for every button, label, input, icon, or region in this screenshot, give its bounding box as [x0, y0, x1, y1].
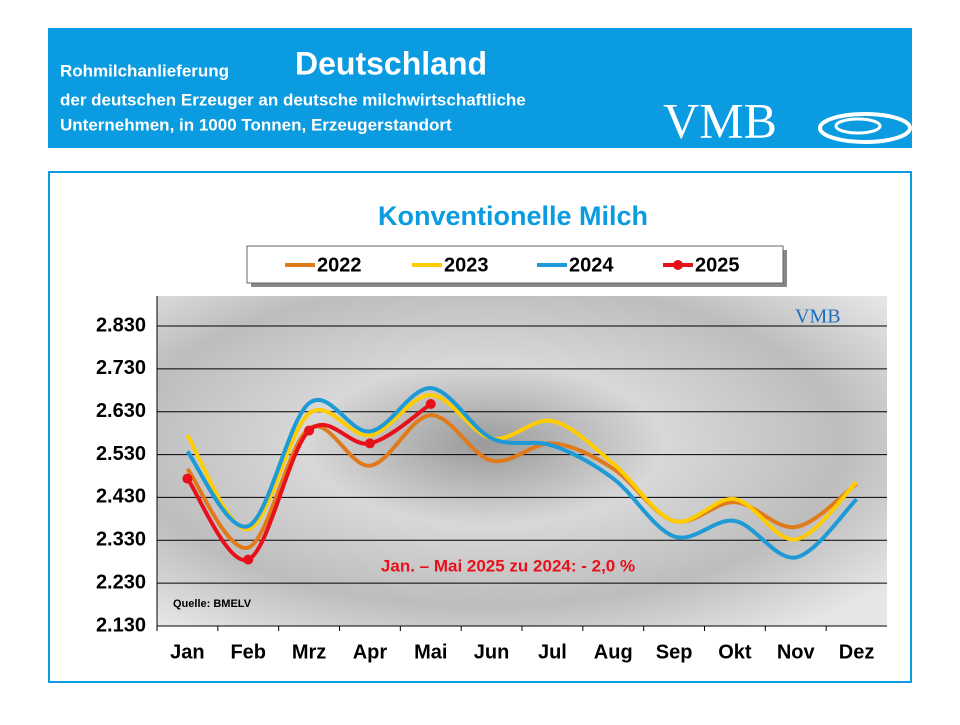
y-tick-label: 2.630	[96, 400, 146, 422]
x-tick-label: Aug	[594, 641, 633, 663]
legend	[246, 245, 784, 284]
plot: 2.130 2.230 2.330 2.430 2.530 2.630 2.730 2.830…	[96, 254, 887, 663]
y-tick-label: 2.330	[96, 529, 146, 551]
x-tick-label: Okt	[718, 641, 752, 663]
header-prefix: Rohmilchanlieferung	[60, 61, 229, 80]
header-subtitle: der deutschen Erzeuger an deutsche milch…	[60, 90, 526, 109]
series-line	[185, 386, 859, 560]
chart-title: Konventionelle Milch	[378, 201, 648, 231]
y-tick-label: 2.430	[96, 486, 146, 508]
point	[364, 438, 375, 449]
legend-label: 2025	[695, 254, 740, 276]
plot-logo: VMB	[795, 306, 841, 328]
x-tick-label: Apr	[353, 641, 388, 663]
point	[182, 473, 193, 484]
logo-swirl	[834, 117, 882, 135]
series-line	[185, 392, 859, 542]
y-tick-label: 2.230	[96, 571, 146, 593]
plot-background	[157, 296, 887, 626]
point	[243, 554, 254, 565]
x-tick-label: Mai	[414, 641, 447, 663]
y-tick-label: 2.730	[96, 357, 146, 379]
legend-label: 2024	[569, 254, 614, 276]
annotation: Jan. – Mai 2025 zu 2024: - 2,0 %	[381, 556, 635, 575]
header-title: Deutschland	[295, 45, 487, 81]
x-tick-label: Sep	[656, 641, 693, 663]
y-tick-label: 2.530	[96, 443, 146, 465]
y-tick-label: 2.130	[96, 614, 146, 636]
x-tick-label: Feb	[230, 641, 266, 663]
header-band	[48, 28, 912, 148]
logo: VMB	[663, 92, 777, 148]
legend-label: 2023	[444, 254, 489, 276]
legend-marker	[673, 260, 683, 270]
x-tick-label: Jul	[538, 641, 567, 663]
x-tick-label: Jun	[474, 641, 510, 663]
point	[425, 399, 436, 409]
point	[304, 425, 315, 436]
source: Quelle: BMELV	[173, 598, 252, 610]
header-subtitle: Unternehmen, in 1000 Tonnen, Erzeugersta…	[60, 115, 452, 134]
series-line	[185, 413, 858, 550]
x-tick-label: Dez	[839, 641, 875, 663]
x-tick-label: Mrz	[292, 641, 326, 663]
series-line	[185, 402, 432, 562]
y-tick-label: 2.830	[96, 314, 146, 336]
logo-swirl	[818, 112, 912, 144]
x-tick-label: Jan	[170, 641, 204, 663]
x-tick-label: Nov	[777, 641, 816, 663]
legend-label: 2022	[317, 254, 362, 276]
